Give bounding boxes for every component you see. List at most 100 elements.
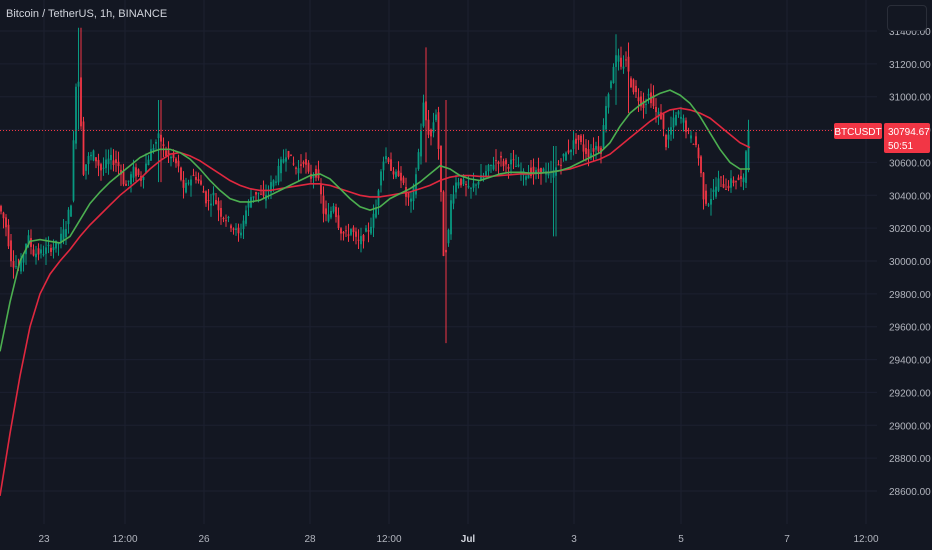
candle-down <box>425 101 427 121</box>
candle-down <box>592 148 595 152</box>
candle-up <box>552 169 555 178</box>
candle-down <box>575 138 577 144</box>
candle-up <box>235 228 237 230</box>
candle-down <box>460 178 462 186</box>
candle-up <box>615 55 617 67</box>
candle-up <box>247 201 250 208</box>
y-tick-label: 29200.00 <box>889 388 931 399</box>
candle-down <box>160 134 162 142</box>
candle-up <box>92 150 95 161</box>
candle-down <box>567 150 570 153</box>
candle-down <box>687 129 690 131</box>
candle-down <box>630 78 632 88</box>
candle-up <box>455 182 457 193</box>
time-axis[interactable]: 23 12:00 26 28 12:00 Jul 3 5 7 12:00 <box>38 534 879 545</box>
candle-up <box>127 180 130 182</box>
candle-up <box>170 156 172 159</box>
candle-up <box>270 182 272 193</box>
candle-up <box>190 179 192 186</box>
candle-down <box>205 191 207 204</box>
candle-down <box>122 171 125 185</box>
x-tick-label: 12:00 <box>376 534 401 545</box>
price-axis-settings-button[interactable] <box>887 5 927 31</box>
x-tick-label: 7 <box>784 534 790 545</box>
candle-down <box>95 157 97 162</box>
candle-up <box>130 174 132 185</box>
candle-up <box>457 182 460 186</box>
candle-up <box>710 198 712 205</box>
y-tick-label: 29000.00 <box>889 421 931 432</box>
candle-up <box>475 184 477 186</box>
candle-up <box>242 220 245 230</box>
candle-up <box>472 183 475 188</box>
candle-up <box>447 229 450 244</box>
candle-up <box>647 94 650 96</box>
candle-up <box>717 178 720 191</box>
candle-down <box>322 195 325 214</box>
candle-up <box>375 207 377 218</box>
y-tick-label: 30200.00 <box>889 224 931 235</box>
candle-up <box>227 216 230 219</box>
candle-down <box>217 200 220 211</box>
ma-slow-line <box>0 107 751 497</box>
candle-up <box>285 157 287 162</box>
candle-up <box>147 159 150 166</box>
candle-up <box>515 166 517 168</box>
candle-down <box>720 176 722 178</box>
candle-up <box>142 176 145 181</box>
candle-up <box>360 236 362 245</box>
candle-up <box>670 127 672 135</box>
candle-up <box>90 154 92 157</box>
candle-down <box>390 159 392 171</box>
candle-up <box>372 213 375 228</box>
candle-up <box>565 152 567 161</box>
candle-up <box>535 170 537 173</box>
candle-down <box>580 135 582 142</box>
candle-up <box>707 204 710 206</box>
candle-up <box>15 266 17 268</box>
candle-up <box>275 181 277 183</box>
candle-up <box>572 140 575 149</box>
candle-down <box>652 95 655 107</box>
candle-up <box>590 153 592 157</box>
candle-down <box>582 144 585 152</box>
candle-up <box>612 66 615 84</box>
candle-down <box>225 220 227 222</box>
candle-up <box>690 135 692 139</box>
candle-down <box>505 159 507 165</box>
candle-up <box>435 114 437 121</box>
candle-up <box>377 190 380 206</box>
candle-up <box>332 205 335 212</box>
candle-up <box>110 154 112 161</box>
candle-down <box>292 163 295 165</box>
candle-up <box>677 111 680 115</box>
candle-up <box>492 164 495 170</box>
candle-down <box>427 119 430 135</box>
candle-up <box>395 171 397 178</box>
candle-down <box>735 181 737 183</box>
candle-down <box>352 227 355 233</box>
candle-up <box>382 161 385 171</box>
price-axis[interactable]: 28600.00 28800.00 29000.00 29200.00 29400.00… <box>889 27 931 498</box>
candle-up <box>327 214 330 222</box>
candle-down <box>32 249 35 256</box>
candle-down <box>740 176 742 179</box>
candle-down <box>635 85 637 93</box>
candle-down <box>0 206 2 212</box>
candle-up <box>240 232 242 236</box>
candle-down <box>302 161 305 164</box>
candle-up <box>57 243 60 245</box>
candle-down <box>732 180 735 183</box>
candle-down <box>80 77 82 127</box>
candle-down <box>315 168 317 178</box>
candle-up <box>712 189 715 192</box>
candle-up <box>330 210 332 218</box>
symbol-title: Bitcoin / TetherUS, 1h, BINANCE <box>6 8 168 20</box>
candle-down <box>237 227 240 234</box>
candle-down <box>700 156 702 174</box>
candle-up <box>85 164 87 171</box>
candle-up <box>40 249 42 254</box>
y-tick-label: 31400.00 <box>889 27 931 38</box>
candle-down <box>502 161 505 167</box>
